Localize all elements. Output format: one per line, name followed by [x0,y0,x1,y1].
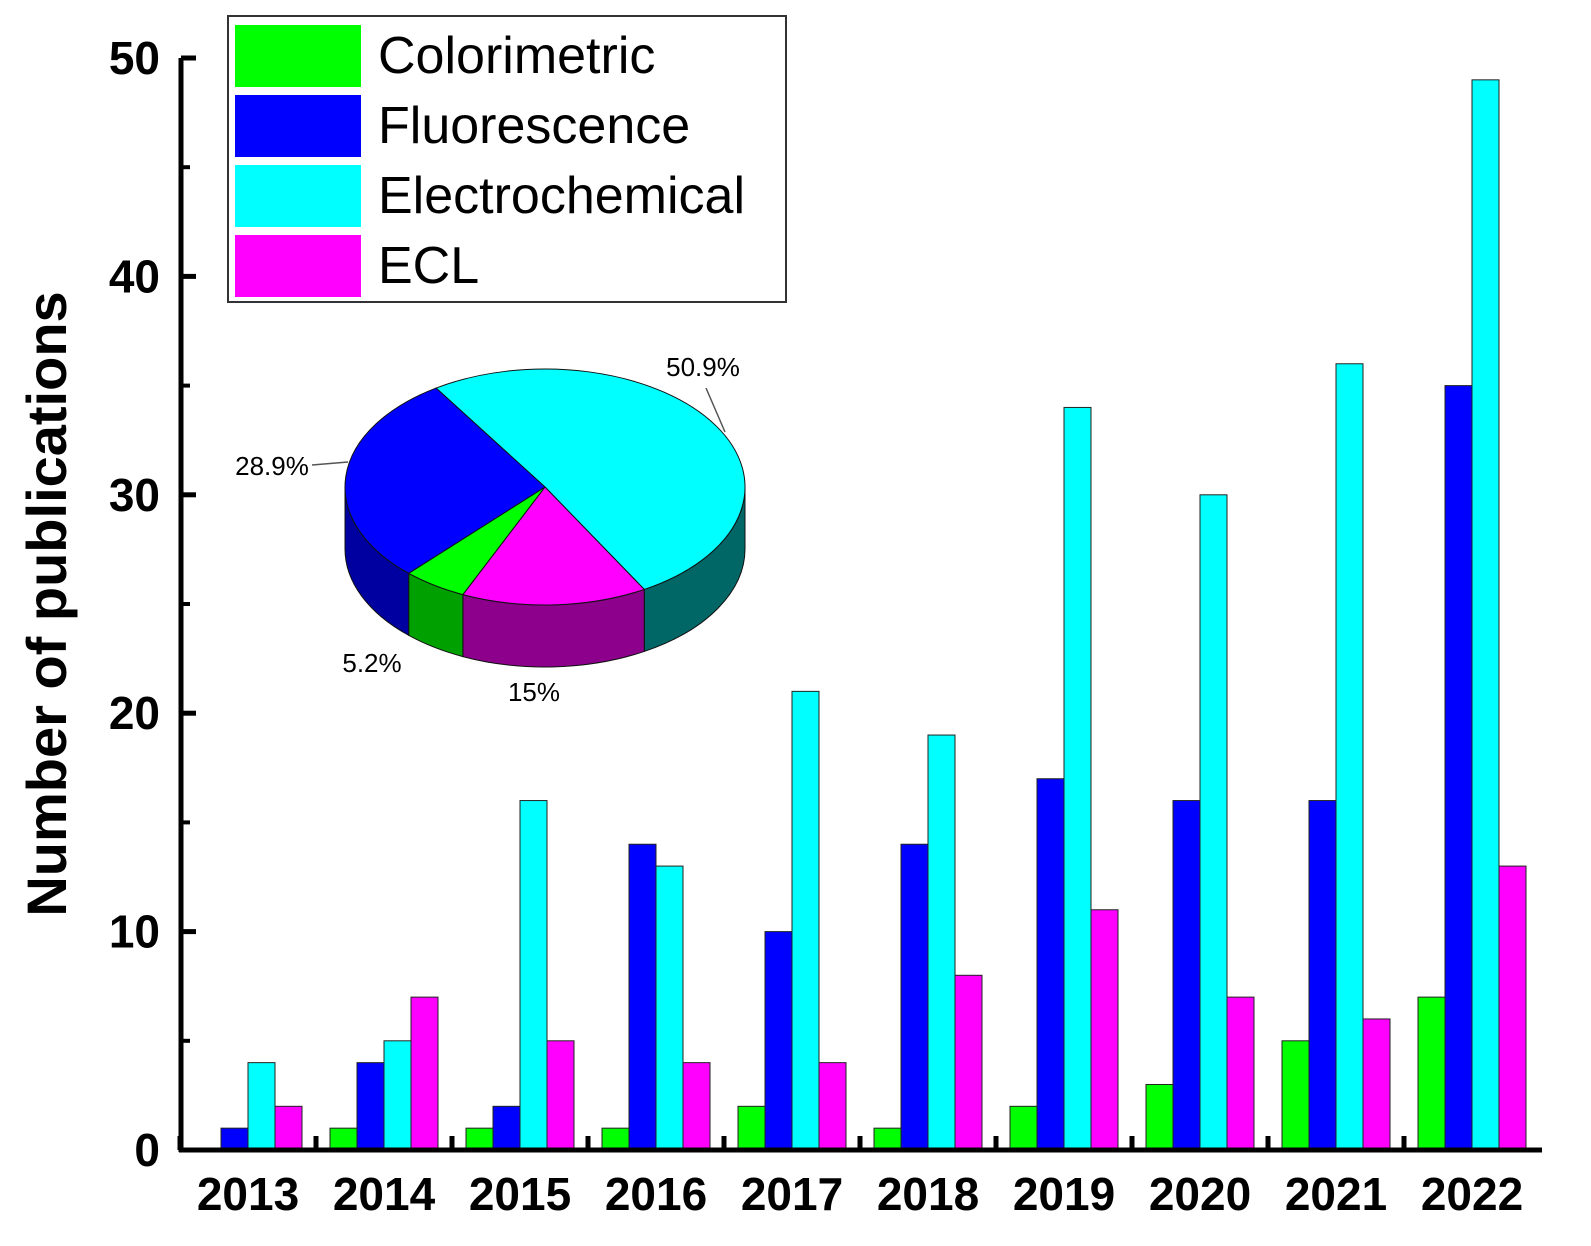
legend-label-fluorescence: Fluorescence [378,97,690,155]
bar-ecl-2013 [274,1105,303,1151]
bar-ecl-2022 [1498,865,1527,1151]
legend-swatch-ecl [235,235,361,297]
x-ticks-group: 2013 2014 2015 2016 2017 2018 2019 2020 2021 2022 [177,1136,1523,1220]
bar-electrochemical-2020 [1199,494,1228,1151]
legend-label-ecl: ECL [378,237,479,295]
x-tick-label-2018: 2018 [877,1168,979,1220]
bar-electrochemical-2021 [1335,363,1364,1151]
y-tick-label-30: 30 [109,469,160,521]
y-axis-title: Number of publications [15,291,78,916]
bar-colorimetric-2016 [601,1127,630,1151]
pie-slice-electrochemical [435,368,746,591]
inset-pie-chart: 50.9% 15% 5.2% 28.9% [235,352,746,707]
x-tick-label-2015: 2015 [469,1168,571,1220]
bar-fluorescence-2020 [1172,800,1201,1151]
bar-colorimetric-2014 [329,1127,358,1151]
bar-electrochemical-2015 [519,800,548,1151]
x-tick-label-2017: 2017 [741,1168,843,1220]
pie-leader-electrochemical [705,387,726,433]
bar-colorimetric-2022 [1417,996,1446,1151]
bar-ecl-2019 [1090,909,1119,1151]
bar-electrochemical-2014 [383,1040,412,1151]
bar-electrochemical-2019 [1063,406,1092,1151]
y-tick-label-10: 10 [109,906,160,958]
x-tick-label-2014: 2014 [333,1168,436,1220]
bar-fluorescence-2014 [356,1062,385,1151]
bar-colorimetric-2017 [737,1105,766,1151]
bar-ecl-2016 [682,1062,711,1151]
bar-ecl-2020 [1226,996,1255,1151]
legend: Colorimetric Fluorescence Electrochemical E… [227,15,787,303]
bar-ecl-2015 [546,1040,575,1151]
y-tick-label-50: 50 [109,32,160,84]
bar-electrochemical-2022 [1471,79,1500,1151]
legend-swatch-colorimetric [235,25,361,87]
y-tick-label-20: 20 [109,687,160,739]
bar-fluorescence-2019 [1036,778,1065,1151]
bar-electrochemical-2018 [927,734,956,1151]
x-tick-label-2021: 2021 [1285,1168,1387,1220]
legend-swatch-fluorescence [235,95,361,157]
x-tick-label-2016: 2016 [605,1168,707,1220]
pie-leader-fluorescence [311,461,349,466]
bar-ecl-2018 [954,974,983,1151]
bar-colorimetric-2020 [1145,1083,1174,1151]
y-ticks-group: 0 10 20 30 40 50 [109,32,196,1176]
bar-fluorescence-2017 [764,931,793,1151]
bar-ecl-2021 [1362,1018,1391,1151]
bar-colorimetric-2021 [1281,1040,1310,1151]
legend-swatch-electrochemical [235,165,361,227]
x-tick-label-2022: 2022 [1421,1168,1523,1220]
x-tick-label-2013: 2013 [197,1168,299,1220]
bar-fluorescence-2013 [220,1127,249,1151]
bar-colorimetric-2018 [873,1127,902,1151]
pie-slice-ecl [462,486,646,606]
bar-colorimetric-2019 [1009,1105,1038,1151]
y-tick-label-0: 0 [134,1124,160,1176]
pie-label-electrochemical: 50.9% [666,352,740,382]
bar-fluorescence-2015 [492,1105,521,1151]
bar-fluorescence-2016 [628,843,657,1151]
bar-ecl-2014 [410,996,439,1151]
pie-label-ecl: 15% [508,677,560,707]
pie-label-colorimetric: 5.2% [342,648,401,678]
y-tick-label-40: 40 [109,250,160,302]
bar-fluorescence-2018 [900,843,929,1151]
legend-label-colorimetric: Colorimetric [378,27,655,85]
bar-electrochemical-2013 [247,1062,276,1151]
pie-slice-fluorescence [344,387,546,574]
bar-fluorescence-2022 [1444,385,1473,1151]
bar-colorimetric-2015 [465,1127,494,1151]
bar-electrochemical-2016 [655,865,684,1151]
bar-fluorescence-2021 [1308,800,1337,1151]
bar-ecl-2017 [818,1062,847,1151]
x-tick-label-2019: 2019 [1013,1168,1115,1220]
bar-electrochemical-2017 [791,690,820,1151]
pie-label-fluorescence: 28.9% [235,451,309,481]
x-tick-label-2020: 2020 [1149,1168,1251,1220]
legend-label-electrochemical: Electrochemical [378,167,745,225]
